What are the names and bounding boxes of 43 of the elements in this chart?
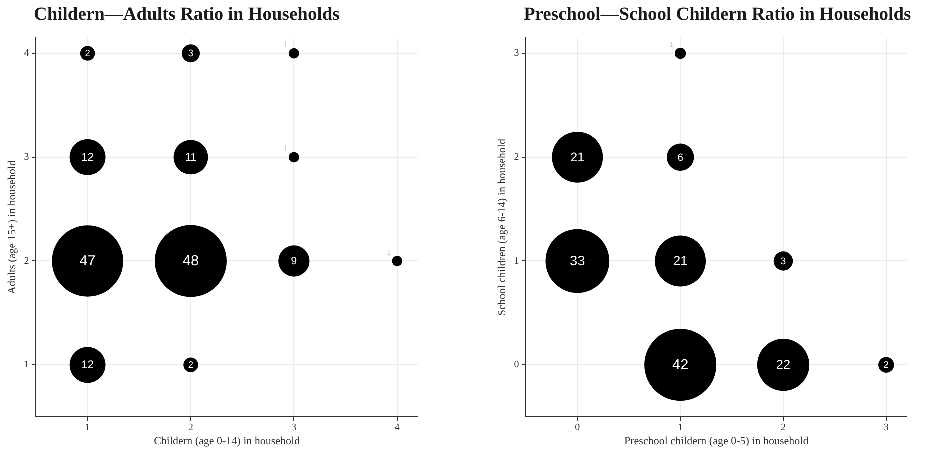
chart-title: Childern—Adults Ratio in Households bbox=[34, 4, 340, 26]
y-tick-label: 2 bbox=[514, 152, 520, 164]
data-label: 2 bbox=[188, 360, 194, 370]
data-label: 21 bbox=[570, 150, 585, 164]
y-tick-label: 3 bbox=[514, 48, 520, 60]
x-tick-label: 3 bbox=[292, 422, 297, 434]
x-tick-label: 2 bbox=[780, 422, 786, 434]
data-label: 2 bbox=[85, 48, 90, 59]
y-tick-label: 2 bbox=[24, 256, 30, 267]
data-label: 1 bbox=[670, 40, 674, 50]
data-label: 11 bbox=[185, 152, 197, 164]
y-axis-title: Adults (age 15+) in household bbox=[6, 160, 18, 294]
data-label: 9 bbox=[291, 256, 298, 268]
data-label: 3 bbox=[188, 48, 194, 60]
data-label: 42 bbox=[672, 358, 689, 374]
x-tick-label: 1 bbox=[678, 422, 684, 434]
y-tick-label: 3 bbox=[24, 152, 30, 164]
y-tick-label: 1 bbox=[24, 360, 30, 371]
x-tick-label: 2 bbox=[188, 422, 194, 434]
data-label: 1 bbox=[284, 40, 288, 50]
data-label: 3 bbox=[780, 256, 786, 268]
x-tick-label: 4 bbox=[394, 422, 400, 434]
x-tick-label: 0 bbox=[575, 422, 580, 434]
y-tick-label: 4 bbox=[24, 48, 30, 60]
y-axis-title: School children (age 6-14) in household bbox=[496, 138, 508, 316]
y-tick-label: 0 bbox=[514, 360, 520, 371]
x-tick-label: 1 bbox=[85, 422, 90, 434]
data-label: 12 bbox=[82, 360, 94, 372]
y-tick-label: 1 bbox=[514, 256, 520, 267]
data-label: 33 bbox=[570, 254, 586, 269]
data-label: 1 bbox=[387, 248, 392, 258]
x-axis-title: Childern (age 0-14) in household bbox=[154, 435, 301, 448]
data-label: 21 bbox=[674, 254, 688, 268]
data-label: 22 bbox=[776, 358, 791, 372]
chart-title: Preschool—School Childern Ratio in Households bbox=[524, 4, 912, 26]
data-label: 2 bbox=[884, 359, 890, 370]
x-axis-title: Preschool childern (age 0-5) in household bbox=[624, 435, 810, 448]
data-label: 48 bbox=[182, 254, 200, 270]
data-label: 6 bbox=[678, 152, 684, 164]
data-label: 12 bbox=[82, 152, 94, 164]
data-label: 47 bbox=[80, 254, 96, 270]
x-tick-label: 3 bbox=[884, 422, 889, 434]
data-label: 1 bbox=[284, 144, 288, 154]
